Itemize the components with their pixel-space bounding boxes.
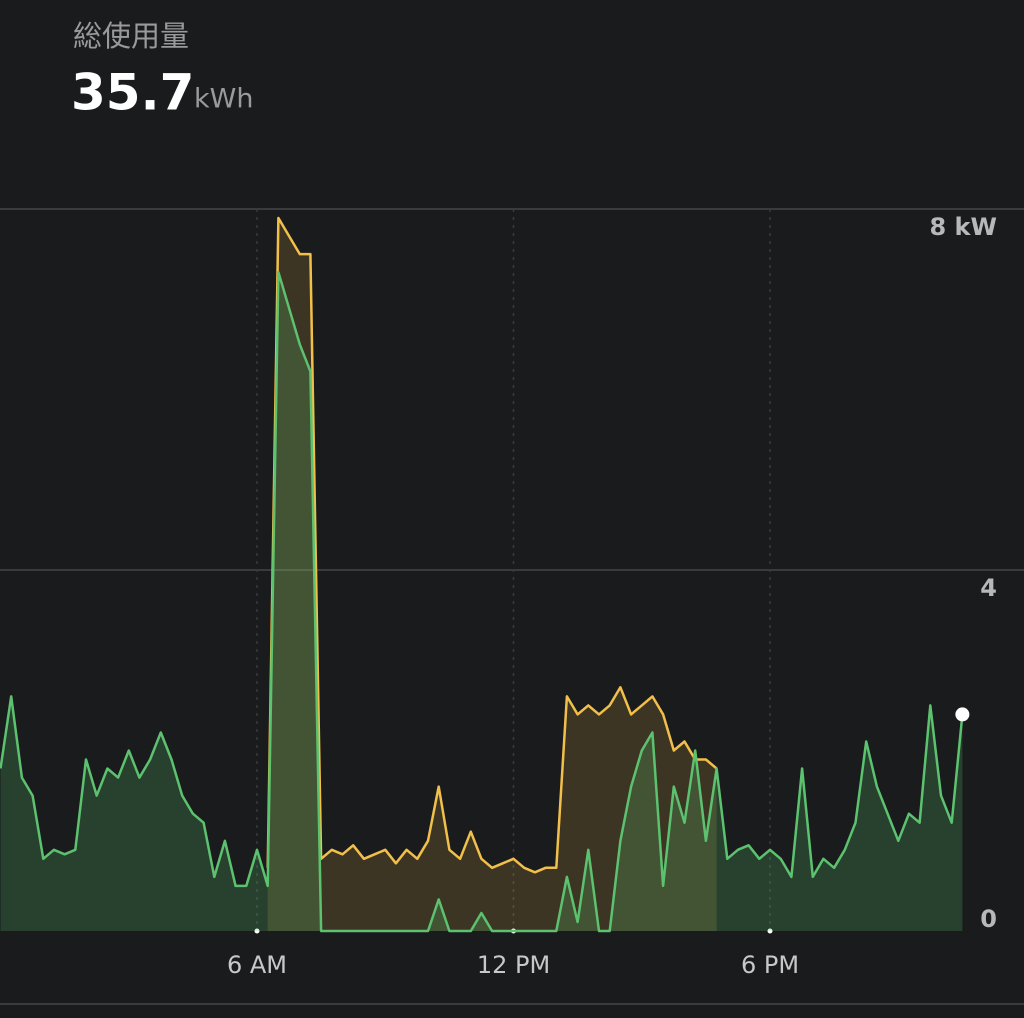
x-tick-label: 6 AM [227, 951, 287, 979]
title: 総使用量 [73, 19, 189, 53]
current-point [955, 707, 970, 722]
x-tick-label: 12 PM [477, 951, 550, 979]
x-tick-label: 6 PM [741, 951, 799, 979]
total-unit: kWh [194, 84, 253, 115]
series-line [266, 216, 718, 874]
x-tick-mark [254, 928, 260, 934]
x-tick-mark [767, 928, 773, 934]
y-tick-label: 4 [980, 574, 997, 602]
total-value: 35.7 [71, 64, 194, 122]
y-tick-label: 8 kW [930, 213, 998, 241]
area-fill [267, 218, 717, 931]
y-tick-label: 0 [980, 905, 997, 933]
series-line [0, 270, 964, 933]
area-fill [0, 272, 963, 931]
